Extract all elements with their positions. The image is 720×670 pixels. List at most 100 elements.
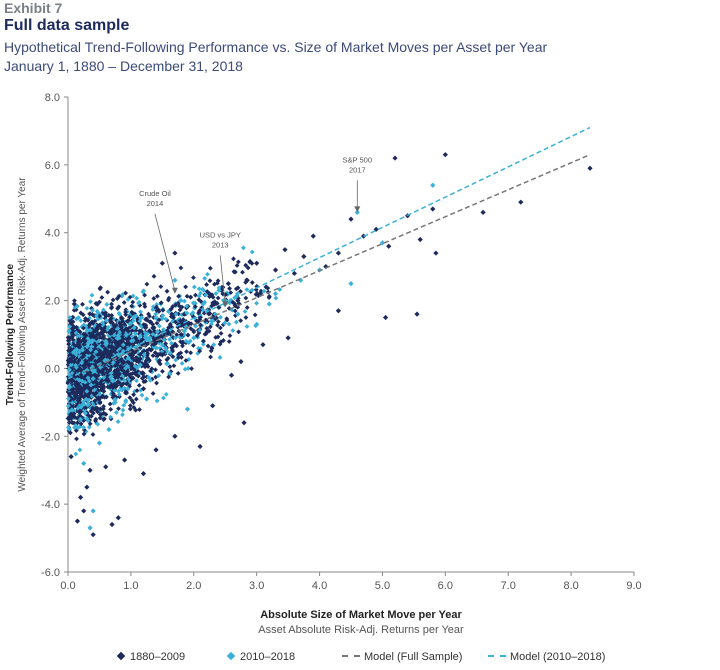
cloud-point [102, 354, 108, 360]
cloud-point [72, 395, 78, 401]
cloud-point [87, 372, 93, 378]
cloud-point [153, 367, 158, 373]
cloud-point [75, 341, 81, 347]
legend-line-model-recent [488, 655, 506, 657]
point-1880-2009 [90, 532, 96, 538]
cloud-point [107, 367, 113, 373]
cloud-point [129, 355, 135, 361]
cloud-point [120, 407, 126, 413]
cloud-point [123, 388, 129, 394]
cloud-point [149, 366, 155, 372]
cloud-point [147, 377, 153, 383]
cloud-point [109, 312, 115, 318]
cloud-point [205, 343, 211, 349]
cloud-point [142, 301, 147, 307]
cloud-point [110, 297, 116, 303]
cloud-point [217, 325, 223, 331]
cloud-point [71, 354, 77, 360]
annotation-label: USD vs JPY [200, 230, 241, 239]
cloud-point [101, 311, 107, 317]
cloud-point [227, 300, 233, 306]
cloud-point [143, 358, 149, 364]
cloud-point [160, 335, 166, 340]
point-1880-2009 [373, 226, 379, 232]
cloud-point [152, 328, 157, 334]
cloud-point [107, 384, 113, 390]
cloud-point [154, 398, 160, 404]
cloud-point [77, 397, 83, 403]
cloud-point [126, 314, 132, 320]
cloud-point [104, 302, 110, 307]
date-range: January 1, 1880 – December 31, 2018 [4, 58, 243, 74]
point-1880-2009 [254, 260, 260, 266]
point-1880-2009 [140, 471, 147, 477]
cloud-point [152, 336, 158, 342]
point-2010-2018 [162, 345, 169, 351]
cloud-point [209, 345, 215, 351]
annotation-label: 2017 [349, 165, 366, 174]
cloud-point [123, 366, 128, 371]
cloud-point [232, 269, 238, 275]
cloud-point [245, 265, 251, 271]
cloud-point [72, 338, 78, 344]
cloud-point [116, 335, 122, 341]
point-1880-2009 [282, 247, 288, 253]
cloud-point [181, 331, 187, 337]
cloud-point [191, 275, 196, 281]
cloud-point [121, 402, 127, 408]
exhibit-label: Exhibit 7 [4, 0, 63, 16]
point-2010-2018 [147, 335, 153, 341]
cloud-point [106, 349, 111, 355]
cloud-point [107, 401, 113, 407]
cloud-point [117, 312, 123, 317]
cloud-point [65, 361, 71, 367]
cloud-point [200, 286, 205, 292]
point-2010-2018 [153, 314, 159, 321]
cloud-point [98, 387, 104, 393]
cloud-point [70, 386, 76, 392]
point-1880-2009 [159, 352, 165, 358]
cloud-point [211, 313, 216, 319]
cloud-point [82, 383, 88, 389]
cloud-point [101, 417, 107, 422]
cloud-point [161, 327, 166, 332]
cloud-point [136, 371, 142, 377]
scatter-chart: 8.06.04.02.00.0-2.0-4.0-6.00.0 1.0 2.0 3.0 4… [5, 92, 642, 636]
cloud-point [97, 365, 103, 370]
cloud-point [247, 258, 253, 264]
cloud-point [133, 331, 138, 337]
point-2010-2018 [200, 301, 206, 307]
cloud-point [93, 333, 99, 339]
cloud-point [169, 347, 175, 353]
cloud-point [108, 316, 114, 321]
cloud-point [114, 410, 119, 415]
annotation-arrow [219, 255, 226, 305]
cloud-point [208, 354, 213, 360]
cloud-point [120, 360, 126, 366]
cloud-point [98, 312, 104, 318]
cloud-point [254, 291, 260, 296]
cloud-point [157, 358, 163, 363]
cloud-point [105, 384, 111, 390]
point-1880-2009 [109, 521, 115, 528]
cloud-point [129, 366, 135, 372]
cloud-point [88, 331, 94, 337]
cloud-point [86, 400, 91, 406]
cloud-point [119, 292, 125, 298]
point-1880-2009 [430, 206, 436, 212]
cloud-point [116, 391, 122, 397]
cloud-point [97, 406, 103, 412]
cloud-point [177, 298, 183, 304]
cloud-point [134, 295, 140, 301]
cloud-point [128, 374, 134, 380]
cloud-point [88, 382, 94, 388]
cloud-point [133, 396, 139, 402]
cloud-point [115, 419, 121, 425]
cloud-point [152, 350, 158, 356]
cloud-point [185, 365, 191, 371]
cloud-point [110, 316, 116, 321]
cloud-point [142, 292, 148, 298]
legend-label-model-recent: Model (2010–2018) [510, 651, 606, 663]
x-tick-label: 7.0 [501, 580, 516, 592]
point-2010-2018 [112, 399, 118, 405]
